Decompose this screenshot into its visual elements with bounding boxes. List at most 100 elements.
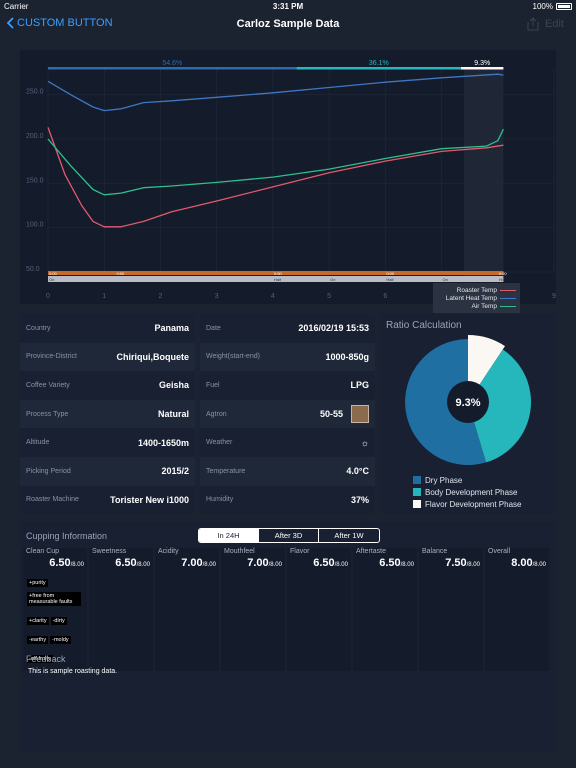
cupping-item-mouthfeel[interactable]: Mouthfeel 7.00/8.00 — [221, 548, 285, 671]
pie-center-label: 9.3% — [455, 397, 480, 409]
feedback-text: This is sample roasting data. — [28, 668, 118, 675]
cupping-item-name: Aftertaste — [356, 548, 386, 555]
info-row: Date 2016/02/19 15:53 — [200, 314, 375, 343]
x-tick-label: 3 — [215, 293, 219, 300]
info-label: Temperature — [206, 467, 246, 475]
cupping-item-name: Sweetness — [92, 548, 127, 555]
status-bar: Carrier 3:31 PM 100% — [0, 0, 576, 14]
phase-bar-segment — [461, 67, 504, 70]
legend-swatch — [413, 476, 421, 484]
legend-swatch — [413, 488, 421, 496]
cupping-tags: +purity +free from measurable faults +clar… — [27, 571, 87, 666]
roast-chart-panel: 50.0100.0150.0200.0250.0012345678954.6%3… — [20, 50, 556, 313]
cupping-item-score: 7.00/8.00 — [247, 557, 282, 569]
phase-bar-segment — [48, 67, 297, 70]
battery-percent: 100% — [532, 2, 553, 11]
event-label: 0:00 — [499, 271, 508, 276]
roast-chart: 50.0100.0150.0200.0250.0012345678954.6%3… — [26, 60, 556, 300]
info-row: Province-District Chiriqui,Boquete — [20, 342, 195, 372]
cupping-item-acidity[interactable]: Acidity 7.00/8.00 — [155, 548, 219, 671]
y-tick-label: 50.0 — [26, 266, 40, 273]
back-button[interactable]: CUSTOM BUTTON — [6, 17, 113, 29]
share-icon — [527, 17, 539, 31]
cupping-item-aftertaste[interactable]: Aftertaste 6.50/8.00 — [353, 548, 417, 671]
x-tick-label: 6 — [383, 293, 387, 300]
score-value: 6.50 — [49, 557, 71, 569]
share-button[interactable] — [527, 17, 539, 36]
score-max: /8.00 — [466, 562, 480, 568]
ratio-legend-item: Body Development Phase — [413, 486, 522, 498]
y-tick-label: 200.0 — [26, 133, 44, 140]
y-tick-label: 250.0 — [26, 89, 44, 96]
ratio-panel: Ratio Calculation 9.3% Dry Phase Body De… — [380, 314, 556, 514]
cupping-tag: -earthy — [27, 636, 49, 644]
legend-item-air: Air Temp — [437, 302, 516, 310]
info-value: 1000-850g — [325, 351, 369, 362]
event-strip-top — [48, 271, 504, 275]
legend-item-latent: Latent Heat Temp — [437, 294, 516, 302]
x-tick-label: 5 — [327, 293, 331, 300]
info-label: Altitude — [26, 439, 50, 447]
info-row: Country Panama — [20, 314, 195, 343]
agtron-color-swatch — [351, 405, 369, 424]
info-row: Agtron 50-55 — [200, 399, 375, 429]
info-label: Fuel — [206, 381, 220, 389]
event-label: On — [330, 277, 335, 282]
info-label: Country — [26, 324, 51, 332]
phase-bar-label: 54.6% — [162, 60, 182, 67]
cupping-item-overall[interactable]: Overall 8.00/8.00 — [485, 548, 549, 671]
cupping-tag: +purity — [27, 579, 48, 587]
score-value: 7.00 — [247, 557, 269, 569]
info-value: Torister New i1000 — [110, 494, 189, 505]
cupping-item-name: Acidity — [158, 548, 179, 555]
cupping-tag: -off-fruity — [27, 655, 53, 663]
edit-button[interactable]: Edit — [545, 18, 564, 30]
cupping-item-sweetness[interactable]: Sweetness 6.50/8.00 — [89, 548, 153, 671]
legend-swatch — [500, 297, 516, 299]
cupping-item-flavor[interactable]: Flavor 6.50/8.00 — [287, 548, 351, 671]
score-value: 6.50 — [313, 557, 335, 569]
series-line-2 — [47, 128, 504, 196]
x-tick-label: 2 — [158, 293, 162, 300]
pie-center — [447, 381, 489, 423]
info-label: Agtron — [206, 410, 227, 418]
info-value: Chiriqui,Boquete — [116, 351, 190, 362]
y-tick-label: 150.0 — [26, 177, 44, 184]
cupping-item-name: Balance — [422, 548, 448, 555]
info-value: 4.0°C — [346, 466, 369, 477]
info-value: Panama — [154, 323, 189, 334]
x-tick-label: 4 — [271, 293, 275, 300]
chart-legend: Roaster Temp Latent Heat Temp Air Temp — [433, 283, 520, 313]
legend-swatch — [500, 305, 516, 307]
legend-item-roaster: Roaster Temp — [437, 286, 516, 294]
cupping-item-score: 7.50/8.00 — [445, 557, 480, 569]
cupping-item-balance[interactable]: Balance 7.50/8.00 — [419, 548, 483, 671]
clock: 3:31 PM — [272, 2, 304, 11]
score-value: 8.00 — [511, 557, 533, 569]
score-max: /8.00 — [334, 562, 348, 568]
score-value: 6.50 — [379, 557, 401, 569]
info-label: Picking Period — [26, 467, 71, 475]
info-label: Humidity — [206, 496, 234, 504]
info-value: LPG — [350, 380, 369, 391]
cupping-item-clean-cup[interactable]: Clean Cup 6.50/8.00 +purity +free from mea… — [23, 548, 87, 671]
tab-after-3d[interactable]: After 3D — [259, 529, 319, 542]
info-label: Process Type — [26, 410, 69, 418]
info-row: Weather ☼ — [200, 428, 375, 457]
tab-after-1w[interactable]: After 1W — [334, 531, 364, 540]
info-row: Temperature 4.0°C — [200, 457, 375, 486]
event-label: 0:00 — [386, 271, 395, 276]
info-row: Coffee Variety Geisha — [20, 371, 195, 400]
battery-icon — [556, 3, 572, 10]
chevron-left-icon — [6, 17, 14, 29]
cupping-tag: +free from measurable faults — [27, 592, 81, 606]
x-tick-label: 9 — [552, 293, 556, 300]
cupping-period-selector: In 24H After 3D After 1W — [198, 528, 380, 543]
tab-in-24h[interactable]: In 24H — [199, 529, 259, 542]
cupping-item-score: 6.50/8.00 — [115, 557, 150, 569]
pie-slice-0 — [405, 339, 486, 465]
info-value: Geisha — [158, 380, 189, 391]
info-value: 2015/2 — [161, 466, 189, 477]
info-row: Picking Period 2015/2 — [20, 457, 195, 486]
ratio-title: Ratio Calculation — [386, 320, 462, 331]
